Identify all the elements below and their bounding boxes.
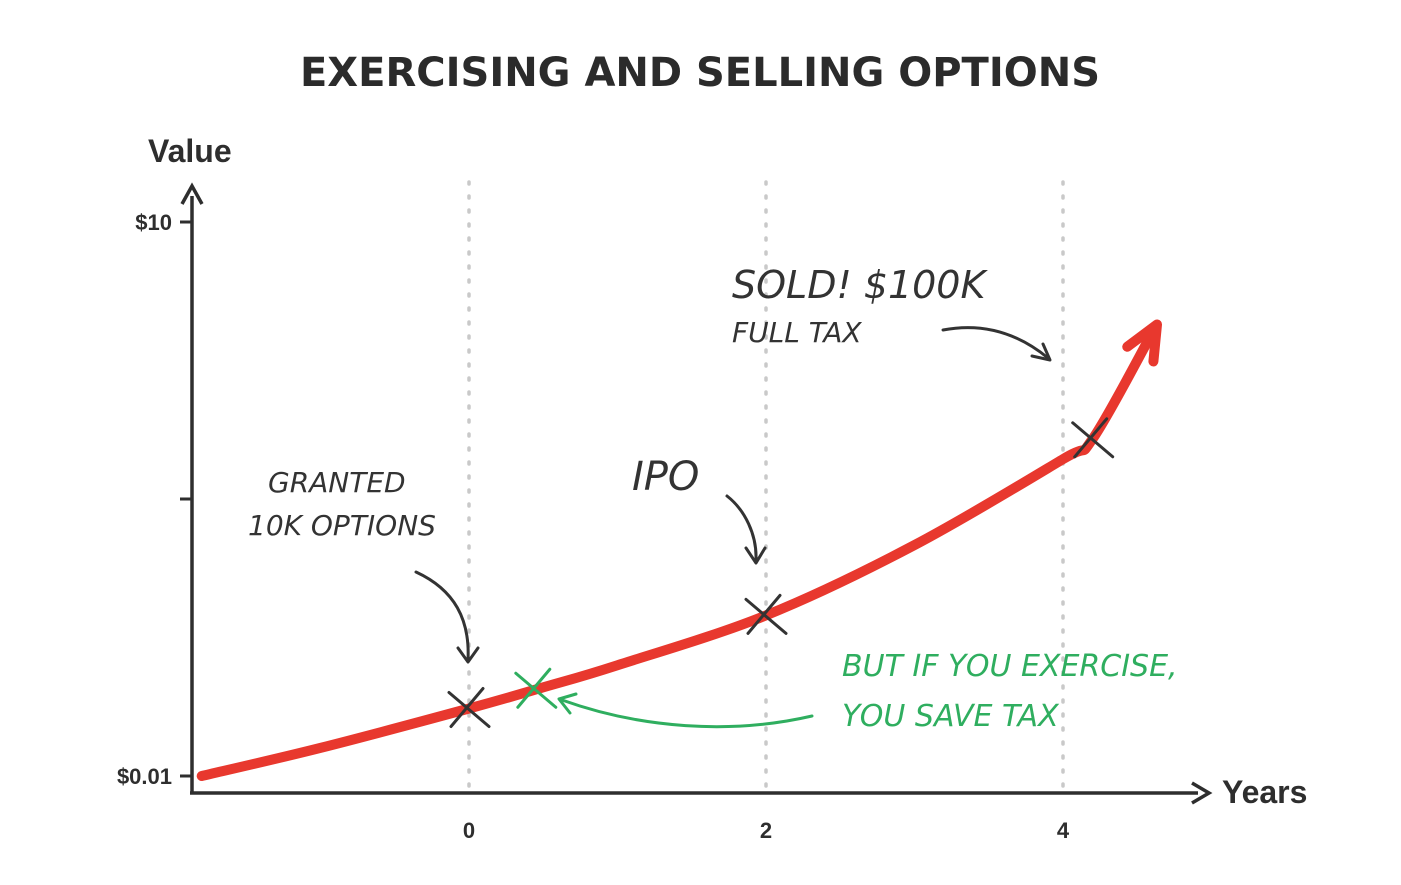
- point-marker-0: [447, 687, 491, 729]
- annotation-granted-line1: GRANTED: [268, 466, 406, 499]
- ipo-arrowhead: [744, 546, 767, 565]
- point-marker-stroke: [744, 597, 788, 635]
- series-line-0: [196, 328, 1158, 781]
- annotation-sold: SOLD! $100K FULL TAX: [732, 263, 988, 349]
- x-tick-label-0: 0: [463, 818, 475, 843]
- sold-arrow: [941, 326, 1050, 360]
- markers: [447, 417, 1115, 729]
- sold-arrowhead: [1030, 342, 1052, 362]
- x-tick-label-1: 2: [760, 818, 772, 843]
- point-marker-stroke: [449, 687, 485, 729]
- y-tick-label-0: $0.01: [117, 764, 172, 789]
- x-axis-arrowhead: [1191, 781, 1213, 805]
- grid-lines: [467, 180, 1065, 792]
- series-arrowhead-0: [1122, 319, 1162, 367]
- ipo-arrow: [725, 494, 758, 562]
- granted-arrow: [414, 570, 470, 662]
- annotation-sold-line1: SOLD! $100K: [732, 263, 988, 307]
- granted-arrowhead: [456, 646, 480, 664]
- y-axis-label: Value: [148, 133, 232, 169]
- ticks: $0.01 $10 0 2 4: [117, 210, 1070, 843]
- point-marker-stroke: [447, 691, 491, 729]
- x-tick-label-2: 4: [1057, 818, 1070, 843]
- annotation-exercise-line1: BUT IF YOU EXERCISE,: [842, 649, 1178, 684]
- annotation-granted: GRANTED 10K OPTIONS: [248, 466, 436, 542]
- annotation-sold-line2: FULL TAX: [732, 316, 862, 349]
- point-marker-1: [514, 667, 558, 709]
- annotation-ipo: IPO: [632, 454, 699, 500]
- exercise-arrow: [560, 698, 814, 729]
- series-layer: [196, 319, 1162, 781]
- point-marker-stroke: [746, 593, 782, 635]
- point-marker-stroke: [514, 671, 558, 709]
- annotation-ipo-line1: IPO: [632, 454, 699, 500]
- point-marker-3: [1071, 417, 1115, 459]
- annotation-exercise-line2: YOU SAVE TAX: [842, 699, 1060, 734]
- point-marker-stroke: [516, 667, 552, 709]
- axes: [180, 182, 1213, 805]
- chart-title: EXERCISING AND SELLING OPTIONS: [300, 50, 1100, 96]
- point-marker-stroke: [1073, 417, 1109, 459]
- annotation-granted-line2: 10K OPTIONS: [248, 509, 436, 542]
- point-marker-stroke: [1071, 421, 1115, 459]
- point-marker-2: [744, 593, 788, 635]
- annotation-exercise: BUT IF YOU EXERCISE, YOU SAVE TAX: [842, 649, 1178, 734]
- annotation-arrows: [414, 326, 1052, 729]
- y-tick-label-2: $10: [135, 210, 172, 235]
- x-axis-label: Years: [1222, 774, 1307, 810]
- y-axis-arrowhead: [180, 182, 204, 205]
- exercise-arrowhead: [557, 692, 578, 715]
